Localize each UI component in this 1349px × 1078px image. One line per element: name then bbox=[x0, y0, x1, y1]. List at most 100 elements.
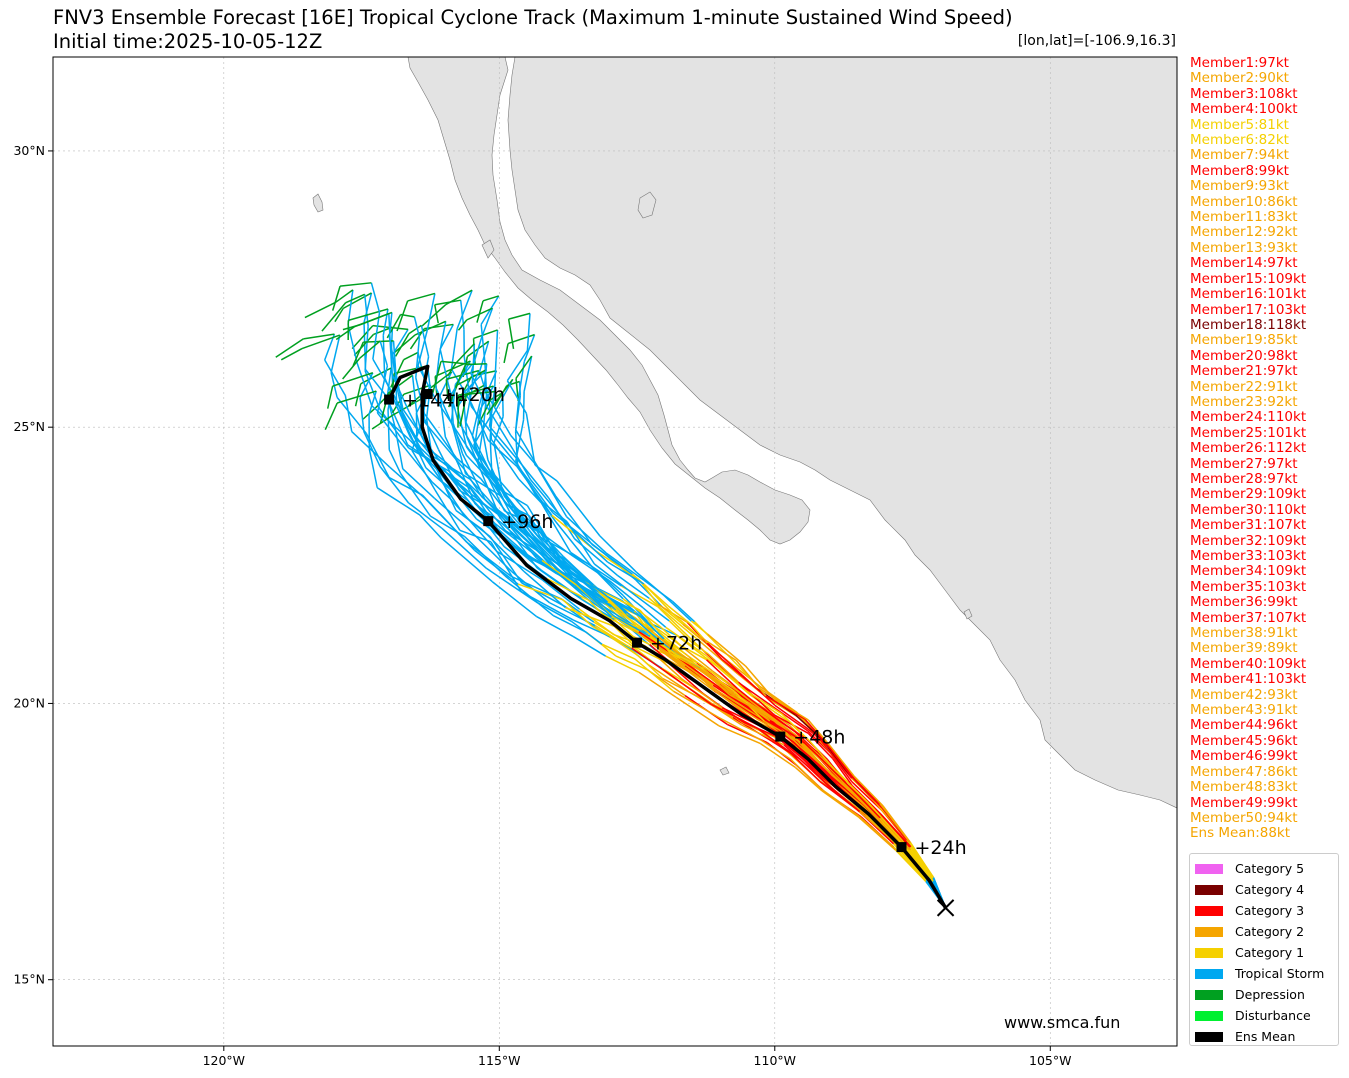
member-track-segment bbox=[359, 340, 381, 359]
forecast-hour-marker bbox=[632, 637, 643, 648]
member-track-segment bbox=[455, 457, 482, 480]
member-track-segment bbox=[831, 773, 866, 806]
member-track-segment bbox=[491, 581, 538, 618]
member-track-segment bbox=[535, 601, 573, 623]
member-track-segment bbox=[331, 285, 341, 311]
member-track-segment bbox=[689, 656, 727, 684]
member-track-segment bbox=[649, 635, 678, 656]
member-track-segment bbox=[671, 600, 696, 623]
member-track-segment bbox=[523, 570, 566, 609]
forecast-hour-marker bbox=[422, 389, 433, 400]
member-track-segment bbox=[423, 412, 458, 459]
member-track-segment bbox=[407, 292, 436, 302]
member-track-segment bbox=[718, 716, 761, 741]
member-track-segment bbox=[496, 486, 513, 516]
member-track-segment bbox=[660, 626, 682, 647]
member-track-segment bbox=[434, 386, 453, 425]
member-track-segment bbox=[617, 575, 650, 599]
member-track-segment bbox=[718, 725, 761, 745]
forecast-hour-label: +144h bbox=[402, 390, 466, 412]
member-track-segment bbox=[388, 312, 393, 338]
member-track-segment bbox=[823, 780, 860, 813]
legend-swatch bbox=[1195, 905, 1223, 916]
member-track-segment bbox=[522, 391, 525, 420]
member-track-segment bbox=[682, 660, 725, 692]
member-track-segment bbox=[591, 543, 633, 575]
lon-tick-label: 110°W bbox=[754, 1053, 796, 1068]
member-track-segment bbox=[635, 595, 670, 622]
member-track-segment bbox=[540, 472, 557, 497]
member-track-segment bbox=[464, 479, 507, 532]
member-track-segment bbox=[517, 583, 564, 601]
member-intensity-item: Ens Mean:88kt bbox=[1190, 825, 1291, 842]
member-track-segment bbox=[521, 464, 550, 499]
member-track-segment bbox=[372, 358, 395, 397]
member-track-segment bbox=[690, 620, 709, 635]
member-track-segment bbox=[528, 515, 561, 563]
member-track-segment bbox=[473, 549, 519, 585]
member-track-segment bbox=[542, 579, 580, 610]
member-track-segment bbox=[490, 522, 531, 558]
member-track-segment bbox=[359, 372, 374, 398]
legend-entry: Tropical Storm bbox=[1195, 963, 1333, 984]
member-track-segment bbox=[493, 360, 497, 390]
member-track-segment bbox=[353, 333, 374, 356]
member-track-segment bbox=[663, 638, 691, 659]
member-track-segment bbox=[639, 616, 665, 640]
legend-entry: Category 2 bbox=[1195, 921, 1333, 942]
member-track-segment bbox=[332, 372, 374, 387]
member-track-segment bbox=[457, 375, 473, 401]
member-intensity-item: Member35:103kt bbox=[1190, 578, 1307, 595]
member-track-segment bbox=[821, 790, 860, 818]
member-track-segment bbox=[368, 390, 377, 415]
member-track-segment bbox=[394, 333, 410, 357]
member-intensity-item: Member37:107kt bbox=[1190, 609, 1307, 626]
member-intensity-item: Member24:110kt bbox=[1190, 409, 1307, 426]
member-track-segment bbox=[639, 609, 661, 634]
member-intensity-item: Member50:94kt bbox=[1190, 809, 1298, 826]
member-intensity-item: Member33:103kt bbox=[1190, 548, 1307, 564]
legend-swatch bbox=[1195, 863, 1223, 874]
member-track-segment bbox=[335, 326, 356, 341]
member-track-segment bbox=[599, 535, 637, 573]
member-intensity-item: Member12:92kt bbox=[1190, 224, 1298, 241]
member-track-segment bbox=[417, 330, 429, 367]
member-track-segment bbox=[506, 380, 528, 414]
member-track-segment bbox=[359, 311, 393, 326]
member-track-segment bbox=[388, 476, 423, 496]
member-track-segment bbox=[396, 406, 412, 438]
member-track-segment bbox=[803, 743, 825, 764]
member-intensity-item: Member22:91kt bbox=[1190, 378, 1298, 395]
member-track-segment bbox=[541, 559, 577, 586]
legend-swatch bbox=[1195, 989, 1223, 1000]
member-track-segment bbox=[496, 550, 543, 581]
member-track-segment bbox=[770, 717, 800, 747]
member-track-segment bbox=[555, 495, 593, 545]
member-track-segment bbox=[807, 719, 830, 746]
member-intensity-item: Member7:94kt bbox=[1190, 147, 1289, 164]
member-track-segment bbox=[342, 324, 361, 331]
member-intensity-item: Member14:97kt bbox=[1190, 255, 1298, 272]
member-track-segment bbox=[363, 431, 381, 467]
member-track-segment bbox=[825, 742, 852, 777]
member-track-segment bbox=[632, 628, 673, 660]
member-track-segment bbox=[441, 527, 487, 569]
member-track-segment bbox=[489, 536, 523, 584]
member-track-segment bbox=[697, 634, 737, 662]
member-track-segment bbox=[868, 802, 903, 841]
member-track-segment bbox=[495, 329, 499, 361]
member-intensity-item: Member11:83kt bbox=[1190, 209, 1298, 226]
member-track-segment bbox=[569, 526, 608, 563]
member-track-segment bbox=[741, 674, 776, 706]
member-track-segment bbox=[677, 622, 700, 642]
member-intensity-item: Member47:86kt bbox=[1190, 763, 1298, 780]
member-track-segment bbox=[826, 747, 853, 779]
forecast-hour-marker bbox=[896, 842, 907, 853]
member-track-segment bbox=[703, 668, 733, 694]
member-intensity-item: Member3:108kt bbox=[1190, 85, 1298, 102]
member-track-segment bbox=[439, 395, 447, 437]
member-intensity-item: Member39:89kt bbox=[1190, 640, 1298, 657]
member-track-segment bbox=[408, 324, 422, 335]
member-track-segment bbox=[413, 316, 421, 338]
member-track-segment bbox=[515, 378, 519, 401]
